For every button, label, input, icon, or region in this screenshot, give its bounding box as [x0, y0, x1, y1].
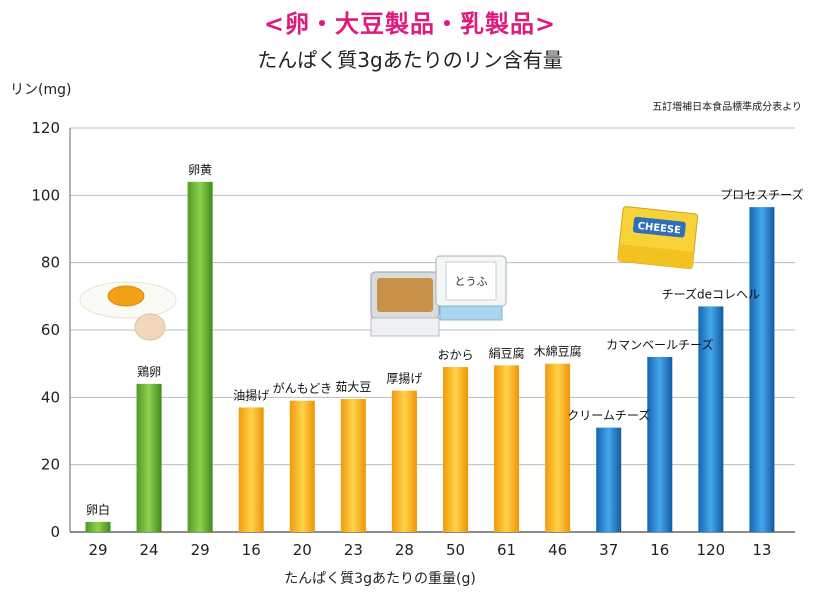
tofu-label: とうふ: [455, 275, 488, 288]
y-tick-label: 40: [41, 388, 60, 406]
egg-illustration: [79, 281, 177, 341]
bar-soy: [391, 390, 417, 532]
cheese-illustration: CHEESE: [617, 206, 699, 270]
category-label: おから: [437, 348, 473, 362]
category-label: クリームチーズ: [567, 408, 650, 423]
y-tick-label: 80: [41, 254, 60, 272]
x-tick-label: 50: [446, 541, 465, 559]
bar-egg: [85, 521, 111, 532]
bar-soy: [340, 399, 366, 532]
x-tick-label: 120: [697, 541, 726, 559]
x-tick-label: 20: [293, 541, 312, 559]
bar-soy: [289, 400, 315, 532]
x-tick-label: 29: [88, 541, 107, 559]
bar-dairy: [647, 356, 673, 532]
category-label: チーズdeコレヘル: [662, 286, 760, 301]
x-tick-label: 61: [497, 541, 516, 559]
source-note: 五訂増補日本食品標準成分表より: [652, 102, 802, 113]
cheese-label: CHEESE: [637, 221, 681, 236]
bar-soy: [238, 407, 264, 532]
y-tick-label: 120: [31, 119, 60, 137]
y-tick-label: 0: [50, 523, 60, 541]
y-tick-label: 60: [41, 321, 60, 339]
x-tick-label: 37: [599, 541, 618, 559]
bar-soy: [494, 365, 520, 532]
category-label: プロセスチーズ: [720, 187, 803, 202]
bar-dairy: [596, 427, 622, 532]
x-tick-label: 16: [650, 541, 669, 559]
x-tick-label: 29: [191, 541, 210, 559]
x-tick-label: 24: [140, 541, 159, 559]
x-axis-label: たんぱく質3gあたりの重量(g): [284, 571, 476, 587]
bar-soy: [545, 363, 571, 532]
category-label: がんもどき: [273, 381, 332, 396]
tofu-illustration: とうふ: [435, 255, 507, 321]
bar-dairy: [698, 306, 724, 532]
bar-dairy: [749, 207, 775, 532]
category-label: 厚揚げ: [386, 372, 422, 386]
y-axis-label: リン(mg): [10, 82, 72, 98]
category-label: 絹豆腐: [489, 345, 525, 360]
chart-title: <卵・大豆製品・乳製品>: [263, 10, 557, 38]
fried-egg-yolk: [107, 285, 145, 307]
category-label: 油揚げ: [233, 388, 269, 402]
category-label: 卵白: [86, 502, 110, 517]
tray-illustration: [370, 271, 440, 337]
x-tick-label: 28: [395, 541, 414, 559]
category-label: 木綿豆腐: [534, 344, 582, 359]
bar-egg: [136, 383, 162, 532]
category-label: 茹大豆: [335, 380, 371, 394]
category-label: 卵黄: [188, 163, 212, 177]
whole-egg: [134, 313, 166, 341]
bar-egg: [187, 181, 213, 532]
x-tick-label: 23: [344, 541, 363, 559]
x-tick-label: 16: [242, 541, 261, 559]
category-label: 鶏卵: [137, 365, 161, 379]
y-tick-label: 100: [31, 186, 60, 204]
category-label: カマンベールチーズ: [606, 337, 713, 352]
y-tick-label: 20: [41, 456, 60, 474]
x-tick-label: 46: [548, 541, 567, 559]
chart-subtitle: たんぱく質3gあたりのリン含有量: [257, 48, 563, 72]
bar-soy: [443, 367, 468, 532]
x-tick-label: 13: [752, 541, 771, 559]
